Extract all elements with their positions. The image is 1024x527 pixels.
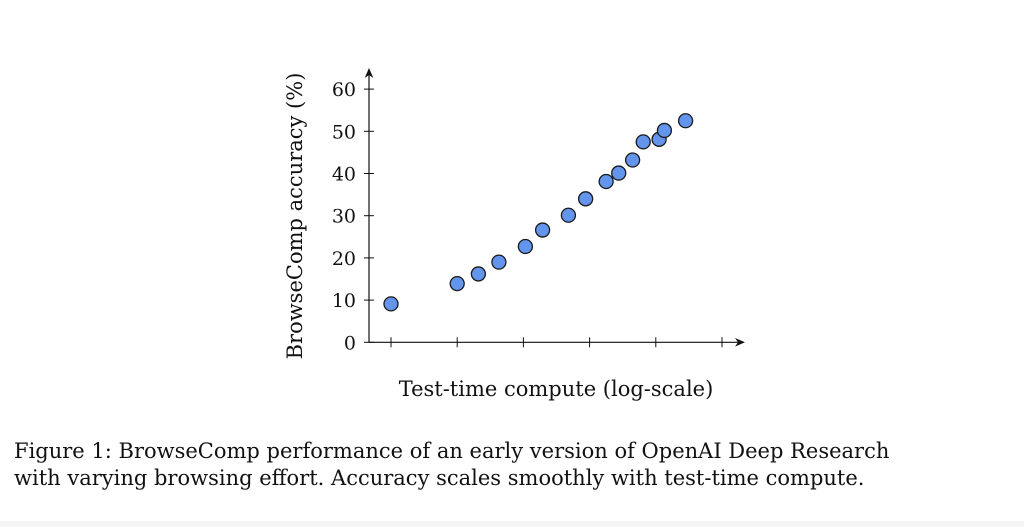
data-point (517, 238, 534, 255)
data-point (449, 275, 465, 292)
data-point (635, 134, 651, 150)
y-axis-arrow (364, 68, 374, 78)
y-tick-label: 40 (332, 164, 356, 186)
caption-line-1: Figure 1: BrowseComp performance of an e… (14, 439, 890, 463)
y-tick-label: 0 (344, 332, 356, 354)
axes: 0 10 20 30 40 50 60 (332, 68, 745, 354)
y-tick-label: 50 (332, 121, 356, 143)
y-tick-label: 30 (332, 206, 356, 228)
data-point (611, 165, 627, 181)
data-point (470, 266, 487, 282)
data-point (534, 222, 551, 238)
scatter-chart: 0 10 20 30 40 50 60 Test-time compute (log-sca… (283, 68, 745, 401)
figure-caption: Figure 1: BrowseComp performance of an e… (14, 438, 1014, 492)
page-bottom-edge (0, 521, 1024, 527)
x-axis-arrow (735, 338, 745, 347)
data-point (656, 122, 673, 139)
data-point (577, 191, 594, 207)
y-tick-label: 10 (332, 290, 356, 312)
data-point (624, 152, 641, 168)
data-point (598, 173, 614, 190)
data-point (383, 296, 399, 312)
x-axis-label: Test-time compute (log-scale) (399, 377, 714, 401)
y-tick-label: 60 (332, 79, 356, 101)
data-point (560, 207, 577, 223)
data-point (677, 113, 694, 129)
y-axis-label: BrowseComp accuracy (%) (283, 73, 307, 360)
data-points (383, 113, 694, 312)
caption-line-2: with varying browsing effort. Accuracy s… (14, 466, 865, 490)
data-point (491, 254, 507, 270)
y-tick-label: 20 (332, 248, 356, 270)
